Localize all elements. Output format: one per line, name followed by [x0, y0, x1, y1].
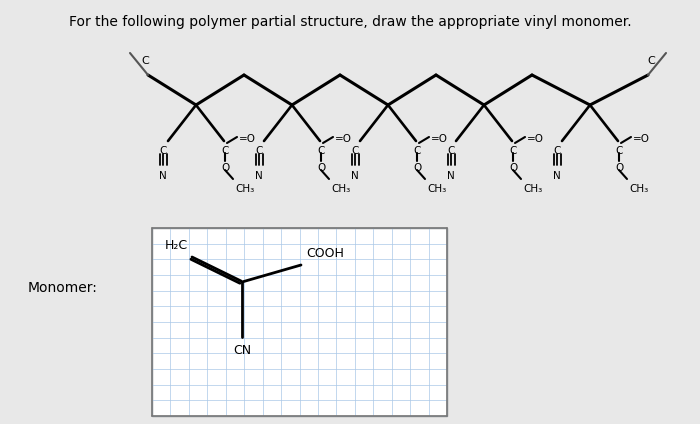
Text: N: N — [553, 171, 561, 181]
Text: =O: =O — [527, 134, 544, 144]
Text: C: C — [351, 146, 358, 156]
Text: O: O — [509, 163, 517, 173]
Text: N: N — [351, 171, 359, 181]
Text: O: O — [615, 163, 623, 173]
Text: C: C — [553, 146, 561, 156]
Text: For the following polymer partial structure, draw the appropriate vinyl monomer.: For the following polymer partial struct… — [69, 15, 631, 29]
Text: CH₃: CH₃ — [427, 184, 447, 194]
Bar — [152, 228, 447, 416]
Text: =O: =O — [335, 134, 352, 144]
Text: H₂C: H₂C — [165, 239, 188, 252]
Text: C: C — [141, 56, 149, 66]
Text: Monomer:: Monomer: — [28, 281, 98, 295]
Text: CH₃: CH₃ — [235, 184, 254, 194]
Text: C: C — [510, 146, 517, 156]
Text: C: C — [413, 146, 421, 156]
Text: O: O — [317, 163, 325, 173]
Text: N: N — [159, 171, 167, 181]
Text: C: C — [256, 146, 262, 156]
Text: =O: =O — [239, 134, 256, 144]
Text: O: O — [413, 163, 421, 173]
Text: N: N — [255, 171, 263, 181]
Text: C: C — [221, 146, 229, 156]
Text: COOH: COOH — [306, 247, 344, 260]
Text: N: N — [447, 171, 455, 181]
Text: C: C — [317, 146, 325, 156]
Text: CN: CN — [233, 344, 251, 357]
Text: =O: =O — [431, 134, 448, 144]
Text: =O: =O — [633, 134, 650, 144]
Text: CH₃: CH₃ — [331, 184, 350, 194]
Text: CH₃: CH₃ — [523, 184, 542, 194]
Text: C: C — [615, 146, 623, 156]
Text: O: O — [221, 163, 229, 173]
Text: C: C — [160, 146, 167, 156]
Text: C: C — [647, 56, 655, 66]
Text: C: C — [447, 146, 455, 156]
Text: CH₃: CH₃ — [629, 184, 648, 194]
